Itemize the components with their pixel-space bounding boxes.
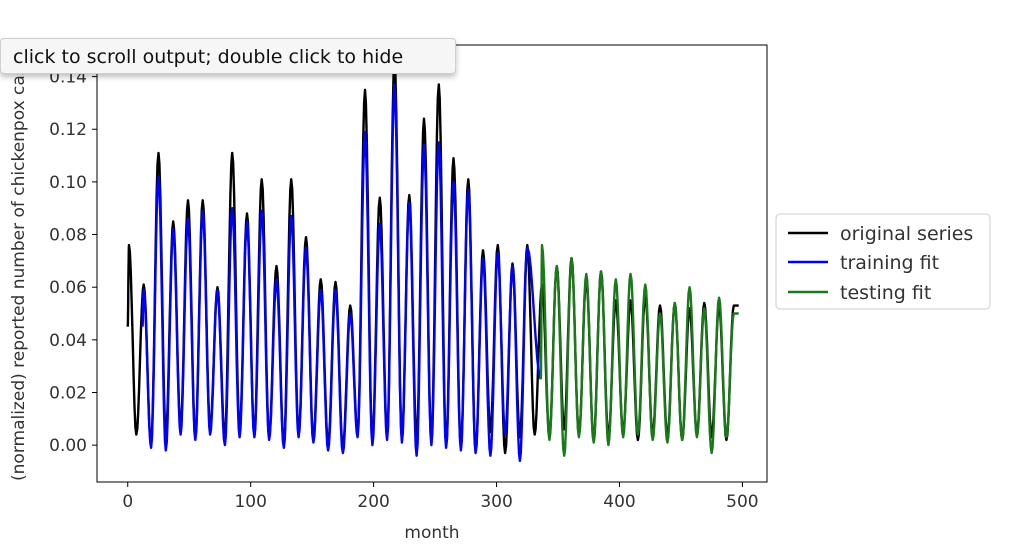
x-tick-label: 200 [357, 492, 389, 512]
y-tick-label: 0.02 [49, 383, 87, 403]
x-axis: 0 100 200 300 400 500 [122, 482, 759, 512]
series-line-testing-fit [539, 243, 740, 457]
x-tick-label: 400 [603, 492, 635, 512]
y-tick-label: 0.08 [49, 226, 87, 246]
x-tick-label: 500 [726, 492, 758, 512]
x-tick-label: 300 [480, 492, 512, 512]
x-tick-label: 100 [234, 492, 266, 512]
y-tick-label: 0.12 [49, 120, 87, 140]
series-line-training-fit [141, 83, 542, 463]
y-tick-label: 0.04 [49, 331, 87, 351]
x-tick-label: 0 [122, 492, 133, 512]
series-layer [126, 57, 740, 463]
legend-box [775, 213, 991, 310]
x-axis-label: month [404, 523, 459, 543]
legend-label-original-series: original series [840, 223, 973, 245]
legend-label-testing-fit: testing fit [840, 282, 931, 304]
output-scroll-tooltip[interactable]: click to scroll output; double click to … [0, 38, 456, 74]
legend: original series training fit testing fit [775, 213, 991, 310]
y-axis-label: (normalized) reported number of chickenp… [9, 47, 29, 481]
y-axis: 0.000.020.040.060.080.100.120.14 [49, 68, 97, 456]
y-tick-label: 0.00 [49, 436, 87, 456]
y-tick-label: 0.06 [49, 278, 87, 298]
legend-label-training-fit: training fit [840, 252, 939, 274]
y-tick-label: 0.10 [49, 173, 87, 193]
